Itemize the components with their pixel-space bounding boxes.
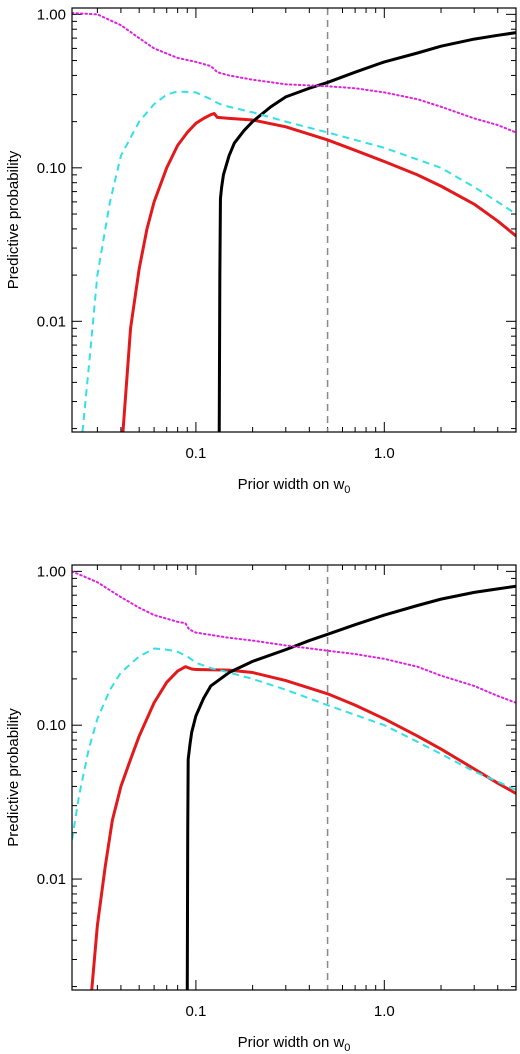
y-tick-label: 1.00 (37, 6, 66, 23)
plot-frame (71, 7, 517, 433)
series-line-solid-1 (185, 584, 516, 990)
x-axis-label: Prior width on w0 (238, 476, 351, 496)
series-line-solid-0 (121, 111, 516, 432)
x-tick-label: 0.1 (185, 1003, 206, 1020)
series-line-dashed-2 (72, 647, 516, 840)
top-panel: 0.1 1.0 0.01 0.10 1.00 Prior width on w0 Predi… (5, 6, 517, 496)
series-line-solid-1 (217, 31, 516, 432)
bottom-panel: 0.1 1.0 0.01 0.10 1.00 Prior width on w0 Predi… (5, 563, 517, 1054)
x-tick-label: 1.0 (374, 1003, 395, 1020)
series-line-dashed-2 (81, 90, 516, 432)
y-tick-label: 0.10 (37, 717, 66, 734)
y-tick-label: 0.01 (37, 313, 66, 330)
y-tick-label: 0.10 (37, 160, 66, 177)
series-line-dotted-3 (72, 570, 516, 704)
x-tick-label: 1.0 (374, 445, 395, 462)
plot-frame (71, 564, 517, 991)
y-tick-label: 1.00 (37, 563, 66, 580)
y-axis-label: Predictive probability (5, 708, 22, 847)
y-axis-label: Predictive probability (5, 150, 22, 289)
y-tick-label: 0.01 (37, 871, 66, 888)
x-axis-label: Prior width on w0 (238, 1034, 351, 1054)
series-line-dotted-3 (72, 12, 516, 134)
series-line-solid-0 (90, 665, 516, 990)
x-tick-label: 0.1 (185, 445, 206, 462)
